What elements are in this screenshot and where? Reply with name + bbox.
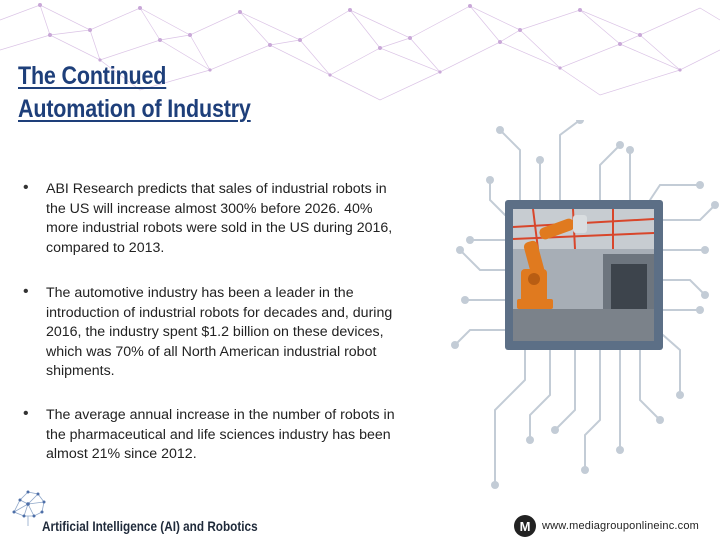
bullet-text: The average annual increase in the numbe… [46, 407, 395, 463]
footer-brand: M www.mediagrouponlineinc.com [514, 515, 699, 537]
network-background [0, 3, 720, 101]
bullet-item: • ABI Research predicts that sales of in… [18, 179, 398, 258]
bullet-text: ABI Research predicts that sales of indu… [46, 181, 393, 256]
bullet-dot: • [23, 283, 29, 300]
title-line-2: Automation of Industry [18, 95, 251, 123]
bullet-dot: • [23, 179, 29, 196]
bullet-item: • The automotive industry has been a lea… [18, 283, 398, 382]
media-group-logo-icon: M [514, 515, 536, 537]
slide-title: The Continued Automation of Industry [18, 60, 251, 126]
bullet-dot: • [23, 405, 29, 422]
footer-label: Artificial Intelligence (AI) and Robotic… [42, 518, 258, 534]
footer-url[interactable]: www.mediagrouponlineinc.com [542, 520, 700, 532]
bullet-item: • The average annual increase in the num… [18, 405, 398, 465]
brain-network-icon [12, 490, 46, 526]
title-line-1: The Continued [18, 62, 167, 90]
bullet-text: The automotive industry has been a leade… [46, 285, 393, 380]
circuit-traces [451, 120, 719, 489]
robot-factory-photo [513, 209, 654, 341]
